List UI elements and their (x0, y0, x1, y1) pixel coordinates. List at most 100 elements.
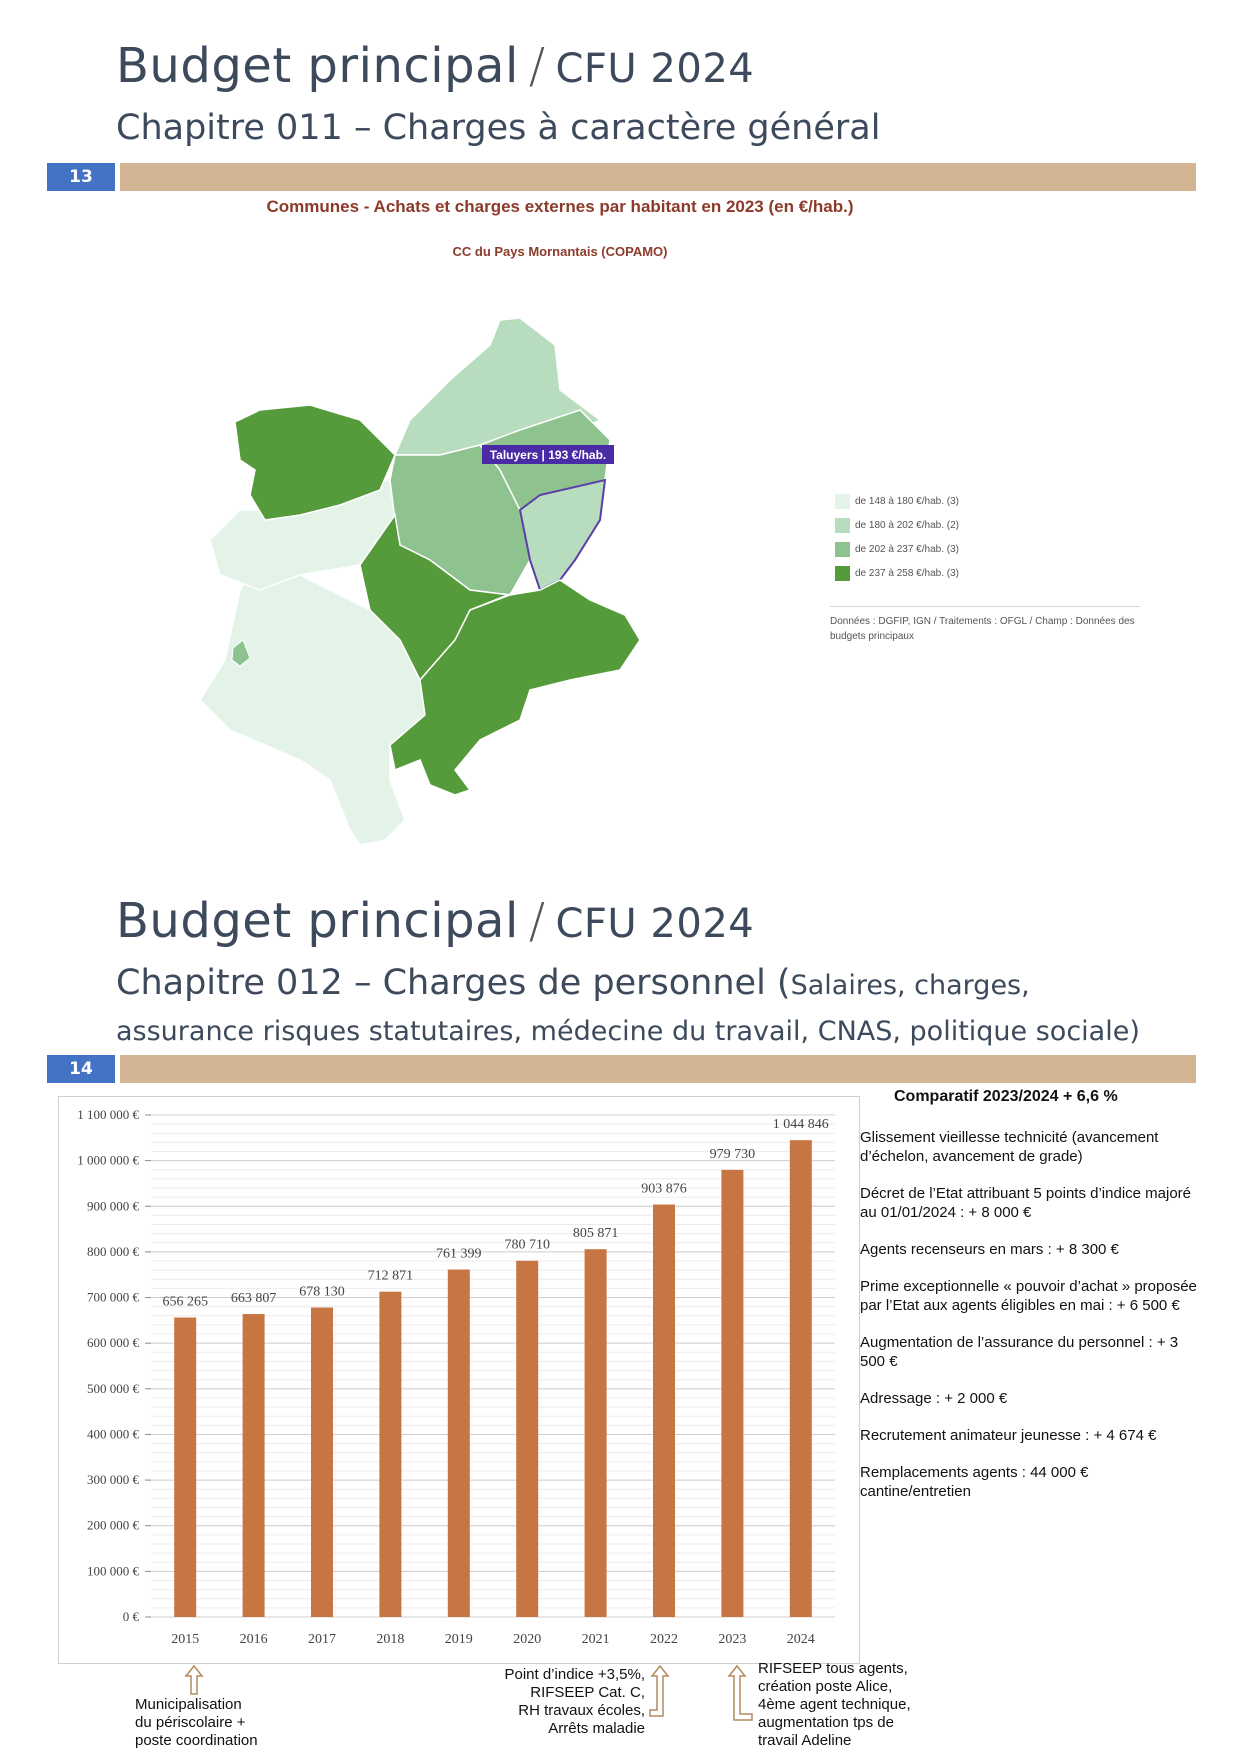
y-tick-label: 400 000 € (87, 1426, 140, 1441)
bar-chart: 0 € 100 000 € 200 000 € 300 000 € 400 000 € 5… (77, 1107, 835, 1647)
bar-value-label: 761 399 (436, 1247, 482, 1262)
footnote-line: travail Adeline (758, 1732, 852, 1749)
map-callout: Taluyers | 193 €/hab. (490, 448, 607, 462)
map-callout-box (482, 445, 614, 464)
annotation-item: Glissement vieillesse technicité (avance… (860, 1129, 1159, 1165)
slide13-title-separator: / (528, 38, 546, 94)
footnote-line: RIFSEEP tous agents, (758, 1660, 908, 1677)
bar-value-label: 780 710 (504, 1238, 550, 1253)
legend-label: de 237 à 258 €/hab. (3) (855, 567, 959, 579)
map-subtitle: CC du Pays Mornantais (COPAMO) (452, 244, 668, 259)
legend-swatch (835, 565, 850, 581)
legend-label: de 202 à 237 €/hab. (3) (855, 543, 959, 555)
annotation-item: Décret de l’Etat attribuant 5 points d’i… (860, 1185, 1192, 1221)
annotation-item: Augmentation de l’assurance du personnel… (860, 1334, 1179, 1370)
y-tick-label: 700 000 € (87, 1290, 140, 1305)
bar (174, 1317, 197, 1617)
bar-value-label: 712 871 (368, 1269, 414, 1284)
footnote-line: du périscolaire + (135, 1714, 246, 1731)
x-tick-label: 2019 (445, 1632, 473, 1647)
slide14-title-separator: / (528, 893, 546, 949)
bar (379, 1291, 402, 1617)
legend-label: de 180 à 202 €/hab. (2) (855, 519, 959, 531)
slide14-title: Budget principal / CFU 2024 (116, 893, 754, 949)
arrow-2022 (649, 1664, 670, 1717)
legend-item: de 202 à 237 €/hab. (3) (835, 540, 1095, 558)
legend-item: de 148 à 180 €/hab. (3) (835, 492, 1095, 510)
footnote-arrows (184, 1664, 753, 1721)
legend-item: de 180 à 202 €/hab. (2) (835, 516, 1095, 534)
annotation-item: Agents recenseurs en mars : + 8 300 € (860, 1241, 1119, 1258)
map-commune-northwest (234, 404, 396, 521)
footnote-2023: RIFSEEP tous agents, création poste Alic… (758, 1660, 958, 1750)
y-tick-label: 1 000 000 € (77, 1153, 139, 1168)
y-tick-label: 500 000 € (87, 1381, 140, 1396)
y-tick-label: 1 100 000 € (77, 1107, 139, 1122)
map-commune-east (389, 579, 641, 796)
map-commune-taluyers (518, 478, 607, 592)
slide14-subtitle: Chapitre 012 – Charges de personnel (Sal… (116, 963, 1030, 1003)
legend-swatch (835, 493, 850, 509)
x-tick-label: 2022 (650, 1632, 678, 1647)
x-tick-label: 2018 (376, 1632, 404, 1647)
x-tick-label: 2016 (240, 1632, 268, 1647)
bar-value-label: 663 807 (231, 1291, 277, 1306)
y-tick-label: 100 000 € (87, 1563, 140, 1578)
legend-label: de 148 à 180 €/hab. (3) (855, 495, 959, 507)
comparatif-label: Comparatif 2023/2024 + 6,6 % (894, 1088, 1118, 1105)
bar (311, 1307, 333, 1617)
x-tick-label: 2017 (308, 1632, 336, 1647)
bar (242, 1314, 265, 1617)
bar-value-label: 903 876 (641, 1182, 687, 1197)
bar (584, 1249, 607, 1617)
legend-swatch (835, 541, 850, 557)
slide13-subtitle: Chapitre 011 – Charges à caractère génér… (116, 108, 881, 148)
bar (653, 1204, 675, 1617)
footnote-line: création poste Alice, (758, 1678, 893, 1695)
footnote-2015: Municipalisation du périscolaire + poste… (135, 1696, 305, 1750)
footnote-line: Arrêts maladie (548, 1720, 645, 1737)
map-title: Communes - Achats et charges externes pa… (266, 197, 854, 216)
x-tick-label: 2015 (171, 1632, 199, 1647)
y-tick-label: 600 000 € (87, 1335, 140, 1350)
bar-value-label: 656 265 (162, 1295, 208, 1310)
annotation-item: Prime exceptionnelle « pouvoir d’achat »… (860, 1278, 1197, 1314)
footnote-line: Municipalisation (135, 1696, 242, 1713)
slide14-subtitle-line2: assurance risques statutaires, médecine … (116, 1016, 1140, 1047)
footnote-line: poste coordination (135, 1732, 258, 1749)
footnote-2022: Point d’indice +3,5%, RIFSEEP Cat. C, RH… (440, 1666, 645, 1738)
footnote-line: augmentation tps de (758, 1714, 894, 1731)
y-tick-label: 0 € (123, 1609, 140, 1624)
source-divider (830, 606, 1140, 607)
slide13-title-cfu: CFU 2024 (555, 46, 755, 92)
slide14-title-main: Budget principal (116, 893, 519, 949)
slide13-title: Budget principal / CFU 2024 (116, 38, 754, 94)
bar (447, 1269, 470, 1617)
map-source-note: Données : DGFIP, IGN / Traitements : OFG… (830, 614, 1170, 644)
bar-value-label: 805 871 (573, 1226, 619, 1241)
annotation-item: Remplacements agents : 44 000 € cantine/… (860, 1464, 1089, 1500)
bar-value-label: 979 730 (710, 1147, 756, 1162)
bar (516, 1260, 539, 1617)
slide14-subtitle-tail: Salaires, charges, (790, 970, 1030, 1001)
map-legend: de 148 à 180 €/hab. (3) de 180 à 202 €/h… (835, 492, 1095, 588)
y-tick-label: 300 000 € (87, 1472, 140, 1487)
footnote-line: RIFSEEP Cat. C, (530, 1684, 645, 1701)
footnote-line: RH travaux écoles, (518, 1702, 645, 1719)
annotation-list: Glissement vieillesse technicité (avance… (860, 1128, 1200, 1501)
bar-value-label: 1 044 846 (773, 1117, 829, 1132)
y-tick-label: 900 000 € (87, 1198, 140, 1213)
slide13-header-bar (120, 163, 1196, 191)
x-tick-label: 2021 (582, 1632, 610, 1647)
bar (789, 1140, 812, 1617)
legend-swatch (835, 517, 850, 533)
x-tick-label: 2024 (787, 1632, 815, 1647)
annotation-item: Adressage : + 2 000 € (860, 1390, 1008, 1407)
footnote-line: 4ème agent technique, (758, 1696, 911, 1713)
bar (721, 1169, 744, 1617)
map-source-line-1: Données : DGFIP, IGN / Traitements : OFG… (830, 616, 1135, 627)
arrow-2023 (727, 1664, 753, 1721)
bar-value-label: 678 130 (299, 1285, 345, 1300)
x-tick-label: 2023 (718, 1632, 746, 1647)
slide14-page-number: 14 (47, 1055, 115, 1083)
